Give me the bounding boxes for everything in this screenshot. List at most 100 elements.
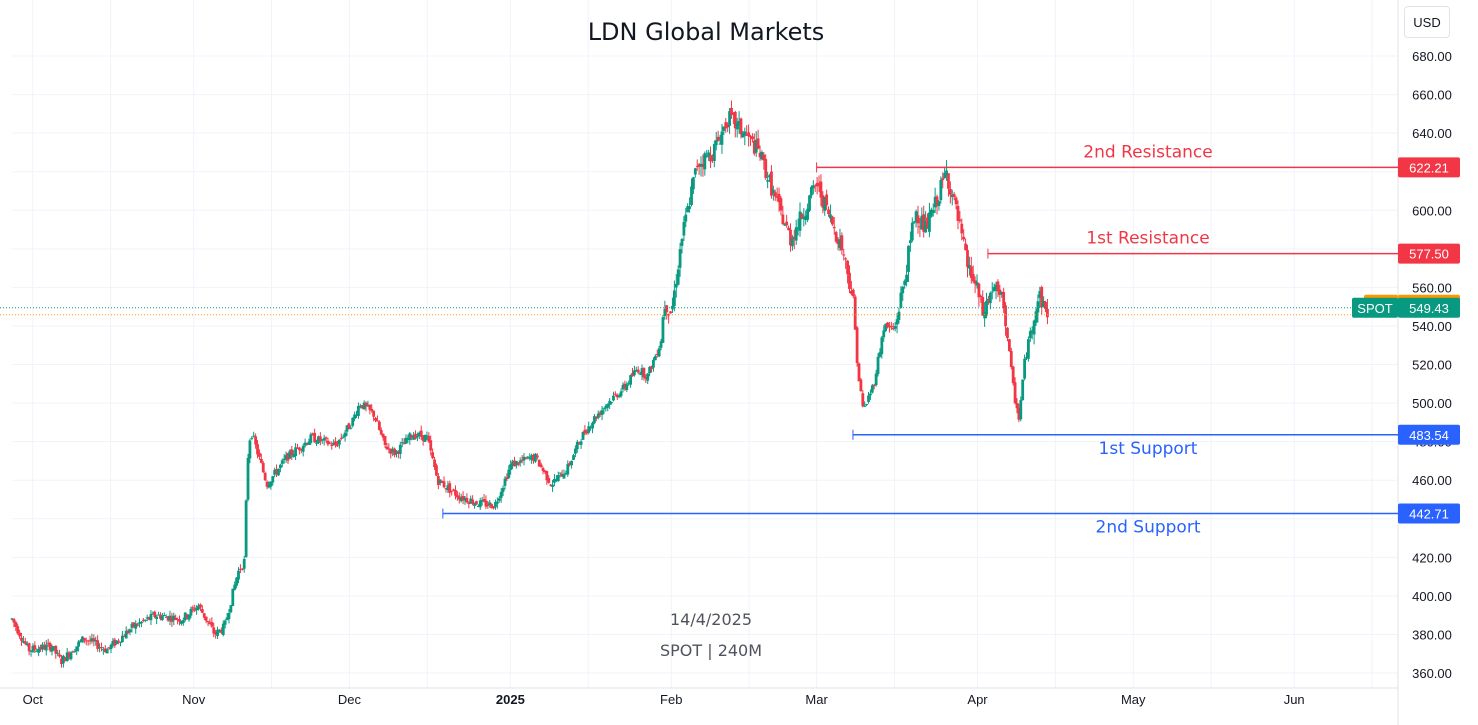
candle-body [273, 469, 277, 475]
candle-body [948, 188, 952, 195]
candle-body [119, 641, 122, 643]
candle-body [337, 439, 341, 445]
candle-body [680, 239, 684, 246]
candle-body [933, 196, 937, 208]
candle-body [535, 455, 539, 458]
candle-body [366, 405, 370, 407]
currency-button[interactable]: USD [1404, 6, 1450, 38]
candle-body [566, 464, 570, 475]
price-tick-label: 560.00 [1412, 280, 1452, 295]
candle-body [905, 274, 908, 283]
candle-body [326, 440, 330, 445]
price-axis[interactable]: 360.00380.00400.00420.00460.00480.00500.… [1412, 49, 1452, 681]
candle-body [547, 478, 551, 483]
candle-body [882, 330, 886, 338]
candle-body [259, 458, 263, 463]
candle-body [935, 196, 939, 207]
candle-body [12, 618, 16, 623]
candle-body [223, 620, 227, 625]
time-tick-label: Nov [182, 692, 206, 707]
candle-body [103, 648, 107, 653]
candle-body [229, 605, 233, 613]
candle-body [452, 489, 455, 491]
candle-body [876, 356, 880, 374]
time-tick-label: May [1121, 692, 1146, 707]
candle-body [587, 426, 591, 433]
candle-body [526, 456, 530, 458]
candle-body [82, 637, 86, 641]
candle-body [832, 226, 836, 229]
candle-body [438, 479, 442, 484]
candle-body [524, 458, 528, 460]
candle-body [126, 630, 130, 633]
candle-body [322, 438, 326, 441]
candle-body [528, 457, 532, 459]
candle-body [88, 640, 92, 642]
candle-body [282, 458, 286, 460]
candle-body [648, 366, 652, 374]
candle-body [395, 450, 398, 454]
candle-body [86, 640, 90, 642]
candle-body [467, 502, 471, 504]
candle-body [292, 454, 296, 457]
candle-body [556, 475, 560, 482]
candle-body [726, 124, 730, 128]
candle-body [429, 440, 433, 451]
candle-body [996, 281, 1000, 292]
candle-body [731, 113, 735, 116]
candle-body [149, 614, 153, 621]
spot-label-bg [1352, 297, 1398, 318]
candle-body [170, 617, 174, 622]
candle-body [549, 484, 553, 486]
price-tick-label: 420.00 [1412, 550, 1452, 565]
candle-body [195, 607, 199, 611]
candle-body [61, 655, 65, 664]
candle-body [722, 126, 726, 131]
time-tick-label: Jun [1284, 692, 1305, 707]
candle-body [180, 621, 183, 624]
candle-body [480, 499, 484, 502]
candle-body [277, 468, 280, 476]
candle-body [254, 436, 258, 445]
candle-body [610, 402, 613, 404]
candle-body [579, 441, 583, 445]
candle-body [539, 464, 543, 467]
candle-body [484, 500, 488, 507]
candle-body [120, 635, 124, 643]
candle-body [739, 118, 743, 135]
time-axis[interactable]: Oct Nov Dec 2025 Feb Mar Apr May Jun [23, 692, 1305, 707]
candle-body [240, 568, 244, 570]
price-tick-label: 360.00 [1412, 666, 1452, 681]
candle-body [718, 143, 722, 145]
candle-body [975, 282, 979, 286]
candle-body [612, 395, 615, 401]
candle-body [870, 385, 874, 393]
candle-body [901, 286, 905, 294]
candle-body [113, 639, 117, 646]
candle-body [433, 459, 436, 468]
candle-body [766, 180, 770, 182]
candle-body [387, 448, 391, 450]
candle-body [416, 436, 419, 438]
chart-title-text: LDN Global Markets [587, 18, 825, 46]
candle-body [320, 439, 324, 441]
candle-body [48, 643, 52, 651]
candle-body [545, 471, 549, 481]
candle-body [808, 195, 811, 211]
time-tick-label: Dec [338, 692, 362, 707]
candle-body [404, 437, 408, 444]
candle-body [509, 464, 513, 470]
candle-body [657, 348, 661, 357]
candle-body [886, 322, 889, 327]
candle-body [138, 622, 141, 624]
candle-body [756, 138, 760, 149]
candle-body [1017, 407, 1021, 420]
candle-body [191, 607, 195, 609]
candle-body [216, 629, 219, 636]
candle-body [613, 393, 617, 395]
candle-body [947, 173, 950, 189]
candle-body [897, 311, 901, 320]
support-resistance-levels: 2nd Resistance 1st Resistance 1st Support 2… [0, 142, 1398, 538]
candle-body [964, 243, 967, 251]
